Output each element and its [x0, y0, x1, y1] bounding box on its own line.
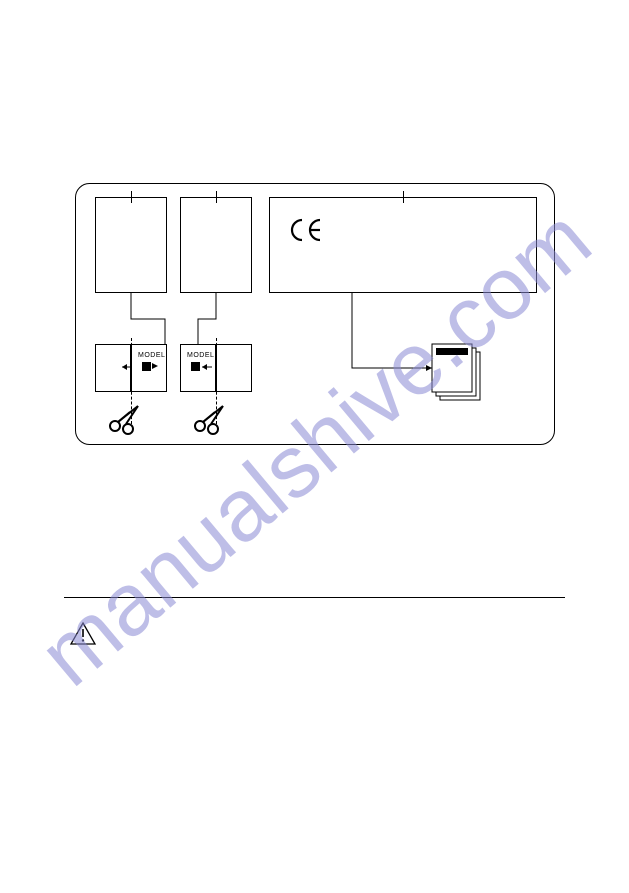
- model-label: MODEL: [187, 352, 214, 359]
- scissors-icon: [108, 404, 142, 434]
- scissors-icon: [193, 404, 227, 434]
- section-divider: [64, 597, 565, 598]
- connector-line: [0, 0, 629, 500]
- model-square-icon: [142, 362, 151, 371]
- arrow-icon: [120, 363, 134, 371]
- arrow-left-icon: [152, 363, 158, 369]
- model-label: MODEL: [138, 352, 165, 359]
- warning-icon: [70, 622, 96, 646]
- card-mid-b: [216, 344, 252, 392]
- arrow-icon: [200, 363, 214, 371]
- model-square-icon: [191, 362, 200, 371]
- booklet-icon: [432, 344, 490, 406]
